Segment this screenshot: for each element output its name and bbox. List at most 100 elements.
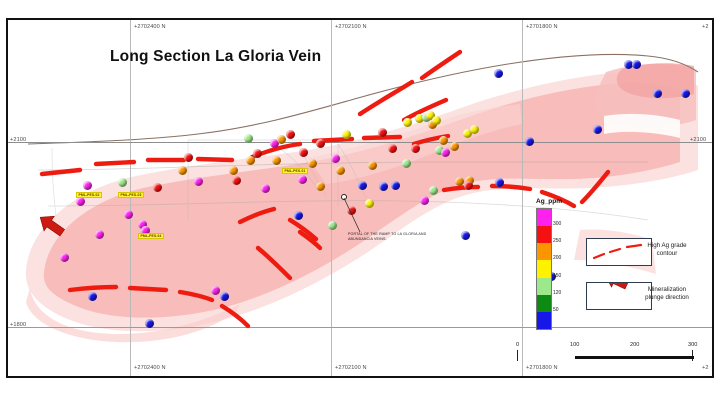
- sample-point: [427, 119, 437, 129]
- sample-point: [454, 176, 464, 186]
- colorbar-tick: 200: [553, 255, 562, 262]
- legend-ag-title: Ag_ppm: [536, 198, 562, 205]
- scale-bar: 0 100 200 300: [516, 342, 700, 362]
- sample-point: [419, 195, 429, 205]
- sample-point: [390, 180, 400, 190]
- sample-point: [59, 252, 69, 262]
- colorbar-segment: [537, 243, 551, 261]
- colorbar-tick: 120: [553, 289, 562, 296]
- sample-point: [402, 117, 412, 127]
- sample-point: [493, 68, 503, 78]
- map-frame: +2702400 N +2702100 N +2701800 N +270240…: [6, 18, 714, 378]
- sample-point: [438, 135, 448, 145]
- right-elev-partial: +2: [702, 24, 709, 30]
- scale-end-tick-right: [692, 350, 693, 361]
- sample-point: [87, 291, 97, 301]
- bottom-grid-label-1: +2702400 N: [134, 365, 166, 371]
- right-elev-partial-bottom: +2: [702, 365, 709, 371]
- colorbar-segment: [537, 209, 551, 227]
- scale-tick-100: 100: [570, 342, 580, 348]
- left-elev-label-1800: +1800: [10, 322, 27, 328]
- scale-tick-300: 300: [688, 342, 698, 348]
- drillhole-label: PML-PES-04: [138, 233, 164, 240]
- sample-point: [414, 113, 424, 123]
- sample-point: [327, 220, 337, 230]
- elevation-line-2100: [8, 142, 712, 143]
- colorbar-segment: [537, 294, 551, 312]
- sample-point: [285, 129, 295, 139]
- sample-point: [315, 138, 325, 148]
- sample-point: [75, 196, 85, 206]
- sample-point: [144, 318, 154, 328]
- sample-point: [293, 210, 303, 220]
- sample-point: [462, 128, 472, 138]
- drillhole-label: PML-PES-02: [76, 192, 102, 199]
- sample-point: [177, 165, 187, 175]
- sample-point: [252, 148, 262, 158]
- high-grade-contours: [39, 49, 611, 329]
- colorbar-tick: 250: [553, 238, 562, 245]
- drillhole-label: PML-PES-01: [282, 168, 308, 175]
- sample-point: [94, 229, 104, 239]
- ag-colorbar: [536, 208, 552, 330]
- annotation-leader-line: [343, 197, 361, 233]
- legend-contour-swatch: [586, 238, 652, 266]
- legend-contour-icon: [592, 243, 643, 260]
- sample-point: [367, 160, 377, 170]
- sample-point: [463, 180, 473, 190]
- portal-marker: [341, 194, 347, 200]
- sample-point: [401, 158, 411, 168]
- sample-point: [434, 145, 444, 155]
- sample-point: [680, 88, 690, 98]
- sample-point: [464, 175, 474, 185]
- sample-point: [219, 291, 229, 301]
- left-elev-label-2100: +2100: [10, 137, 27, 143]
- sample-point: [377, 127, 387, 137]
- sample-point: [315, 181, 325, 191]
- sample-point: [346, 205, 356, 215]
- bottom-grid-label-2: +2702100 N: [335, 365, 367, 371]
- scale-tick-200: 200: [630, 342, 640, 348]
- sample-point: [260, 183, 270, 193]
- sample-point: [271, 155, 281, 165]
- sample-point: [469, 124, 479, 134]
- colorbar-segment: [537, 260, 551, 278]
- sample-point: [425, 110, 435, 120]
- map-canvas: +2702400 N +2702100 N +2701800 N +270240…: [8, 20, 712, 376]
- legend-plunge-label: Mineralization plunge direction: [645, 286, 689, 302]
- sample-point: [341, 129, 351, 139]
- sample-point: [330, 153, 340, 163]
- colorbar-segment: [537, 277, 551, 295]
- sample-point: [297, 174, 307, 184]
- topography-line: [27, 53, 699, 145]
- sample-point: [631, 59, 641, 69]
- sample-point: [387, 143, 397, 153]
- sample-point: [364, 198, 374, 208]
- top-grid-label-2: +2702100 N: [335, 24, 367, 30]
- right-elev-label-2100: +2100: [690, 137, 707, 143]
- sample-point: [431, 115, 441, 125]
- sample-point: [592, 124, 602, 134]
- legend-contour-label: High Ag grade contour: [647, 242, 687, 258]
- grid-line-2702100: [331, 20, 332, 376]
- legend-plunge-swatch: [586, 273, 652, 310]
- sample-point: [378, 181, 388, 191]
- sample-point: [117, 177, 127, 187]
- sample-point: [428, 185, 438, 195]
- sample-point: [276, 134, 286, 144]
- sample-point: [652, 88, 662, 98]
- sample-point: [140, 225, 150, 235]
- sample-point: [357, 180, 367, 190]
- elevation-line-1800: [8, 327, 712, 328]
- sample-point: [123, 209, 133, 219]
- sample-point: [410, 143, 420, 153]
- sample-point: [228, 165, 238, 175]
- colorbar-tick: 50: [553, 306, 559, 313]
- sample-point: [524, 136, 534, 146]
- legend: Ag_ppm 300 250 200 150 120 50 High Ag grade c…: [522, 196, 710, 346]
- sample-point: [298, 147, 308, 157]
- page-title: Long Section La Gloria Vein: [110, 48, 322, 65]
- sample-point: [449, 141, 459, 151]
- sample-point: [494, 177, 504, 187]
- top-grid-label-3: +2701800 N: [526, 24, 558, 30]
